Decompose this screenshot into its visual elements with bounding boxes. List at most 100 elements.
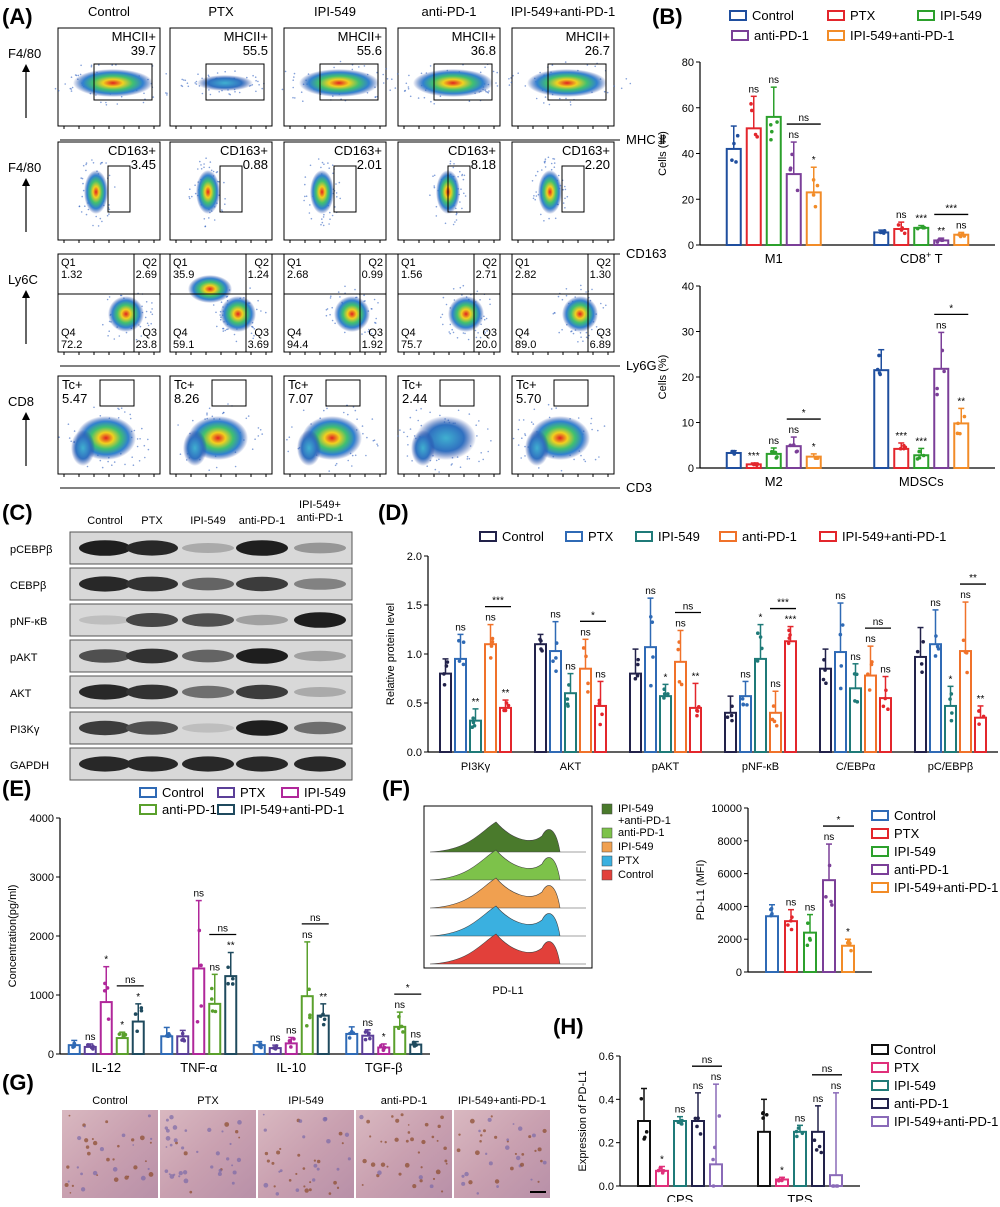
- y-tick-label: 1.5: [407, 600, 422, 612]
- significance-label: *: [949, 674, 953, 685]
- event-dot: [476, 290, 479, 293]
- event-dot: [116, 103, 119, 105]
- event-dot: [457, 175, 459, 178]
- event-dot: [204, 225, 206, 228]
- event-dot: [68, 437, 71, 439]
- event-dot: [208, 217, 210, 219]
- data-point: [195, 1020, 200, 1024]
- event-dot: [292, 79, 295, 81]
- event-dot: [480, 452, 483, 454]
- quadrant-q3-value: 6.89: [590, 339, 611, 351]
- event-dot: [195, 80, 198, 83]
- event-dot: [321, 221, 324, 224]
- gate-box: [219, 165, 243, 213]
- event-dot: [323, 163, 325, 165]
- quadrant-q2-value: 2.69: [136, 269, 157, 281]
- data-point: [870, 660, 874, 664]
- event-dot: [328, 223, 330, 225]
- ihc-stain-spot: [147, 1167, 150, 1171]
- y-tick-label: 2000: [30, 931, 54, 943]
- event-dot: [303, 199, 305, 202]
- ihc-stain-spot: [276, 1150, 281, 1155]
- event-dot: [569, 101, 572, 103]
- event-dot: [118, 335, 121, 337]
- event-dot: [569, 104, 572, 106]
- y-tick-label: 0.4: [599, 1094, 614, 1106]
- event-dot: [602, 307, 605, 309]
- event-dot: [85, 163, 87, 166]
- significance-label: ns: [956, 220, 967, 231]
- event-dot: [138, 460, 141, 462]
- event-dot: [233, 333, 236, 336]
- event-dot: [253, 334, 255, 337]
- y-tick-label: 1.0: [407, 649, 422, 661]
- significance-label: ns: [209, 962, 220, 973]
- y-axis-label: PD-L1 (MFI): [695, 860, 707, 921]
- ihc-stain-spot: [494, 1135, 498, 1139]
- event-dot: [442, 323, 444, 326]
- event-dot: [191, 195, 193, 198]
- event-dot: [125, 331, 128, 334]
- event-dot: [580, 284, 582, 287]
- ihc-stain-spot: [173, 1138, 178, 1143]
- quadrant-q4-value: 89.0: [515, 339, 536, 351]
- event-dot: [535, 97, 538, 100]
- ihc-stain-spot: [169, 1143, 173, 1147]
- event-dot: [558, 331, 560, 334]
- data-point: [805, 943, 810, 948]
- event-dot: [468, 100, 471, 102]
- significance-label: ns: [645, 586, 656, 597]
- data-point: [566, 704, 570, 708]
- quadrant-q4-value: 94.4: [287, 339, 308, 351]
- event-dot: [479, 336, 482, 339]
- event-dot: [323, 409, 325, 412]
- bar: [709, 1163, 723, 1188]
- ihc-stain-spot: [131, 1138, 135, 1142]
- event-dot: [606, 91, 609, 94]
- ihc-stain-spot: [432, 1177, 436, 1181]
- ihc-stain-spot: [64, 1183, 69, 1188]
- event-dot: [452, 166, 455, 169]
- event-dot: [218, 91, 220, 93]
- event-dot: [321, 218, 323, 220]
- significance-label: ns: [740, 669, 751, 680]
- gate-percentage: 55.5: [243, 43, 268, 58]
- bar: [564, 692, 577, 754]
- event-dot: [433, 174, 436, 177]
- ihc-stain-spot: [496, 1185, 499, 1188]
- event-dot: [544, 166, 547, 168]
- significance-label: ns: [193, 889, 204, 900]
- ihc-stain-spot: [478, 1129, 481, 1133]
- data-point: [875, 367, 880, 372]
- ihc-stain-spot: [469, 1118, 475, 1124]
- event-dot: [166, 92, 168, 95]
- data-point: [877, 353, 881, 358]
- data-point: [795, 1134, 799, 1139]
- ihc-stain-spot: [189, 1190, 193, 1194]
- data-point: [787, 636, 792, 640]
- event-dot: [451, 328, 454, 331]
- data-point: [105, 986, 110, 990]
- column-header-anti-pd-1: anti-PD-1: [422, 4, 477, 19]
- quadrant-q4-label: Q4: [515, 327, 530, 339]
- data-point: [662, 692, 667, 696]
- ihc-stain-spot: [172, 1125, 178, 1130]
- ihc-stain-spot: [398, 1172, 402, 1176]
- data-point: [135, 1029, 139, 1034]
- panel-b: (B) Control PTX IPI-549 anti-PD-1 IPI-549+an…: [652, 4, 995, 489]
- flow-plot-ipi-549-row-1: MHCII+55.6: [281, 27, 392, 129]
- data-point: [769, 129, 774, 134]
- data-point: [752, 462, 756, 467]
- significance-label: ***: [748, 451, 760, 462]
- significance-label: *: [664, 672, 668, 683]
- data-point: [821, 677, 826, 682]
- event-dot: [325, 309, 328, 311]
- density-cloud: [297, 430, 321, 466]
- flow-plot-ptx-row-1: MHCII+55.5: [169, 27, 273, 129]
- legend-swatch-control: [729, 10, 747, 21]
- event-dot: [420, 407, 422, 410]
- comparison-label: ns: [125, 975, 136, 986]
- flow-plot-frame: [57, 253, 161, 353]
